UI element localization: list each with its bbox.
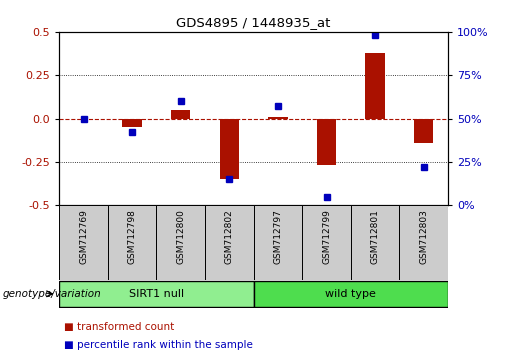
Bar bbox=[157, 205, 205, 280]
Bar bbox=[253, 281, 448, 307]
Text: SIRT1 null: SIRT1 null bbox=[129, 289, 184, 299]
Bar bbox=[59, 205, 108, 280]
Bar bbox=[219, 119, 239, 179]
Bar bbox=[253, 205, 302, 280]
Bar bbox=[205, 205, 253, 280]
Bar bbox=[351, 205, 400, 280]
Bar bbox=[302, 205, 351, 280]
Bar bbox=[59, 281, 253, 307]
Text: wild type: wild type bbox=[325, 289, 376, 299]
Bar bbox=[317, 119, 336, 165]
Text: ■ transformed count: ■ transformed count bbox=[64, 322, 175, 332]
Text: genotype/variation: genotype/variation bbox=[3, 289, 101, 299]
Text: GSM712802: GSM712802 bbox=[225, 209, 234, 264]
Text: GSM712769: GSM712769 bbox=[79, 209, 88, 264]
Title: GDS4895 / 1448935_at: GDS4895 / 1448935_at bbox=[177, 16, 331, 29]
Bar bbox=[171, 110, 191, 119]
Text: GSM712803: GSM712803 bbox=[419, 209, 428, 264]
Bar bbox=[123, 119, 142, 127]
Text: GSM712800: GSM712800 bbox=[176, 209, 185, 264]
Text: GSM712799: GSM712799 bbox=[322, 209, 331, 264]
Text: ■ percentile rank within the sample: ■ percentile rank within the sample bbox=[64, 340, 253, 350]
Bar bbox=[414, 119, 434, 143]
Bar bbox=[108, 205, 157, 280]
Bar bbox=[400, 205, 448, 280]
Text: GSM712797: GSM712797 bbox=[273, 209, 282, 264]
Bar bbox=[268, 117, 288, 119]
Bar bbox=[366, 53, 385, 119]
Text: GSM712798: GSM712798 bbox=[128, 209, 136, 264]
Text: GSM712801: GSM712801 bbox=[371, 209, 380, 264]
